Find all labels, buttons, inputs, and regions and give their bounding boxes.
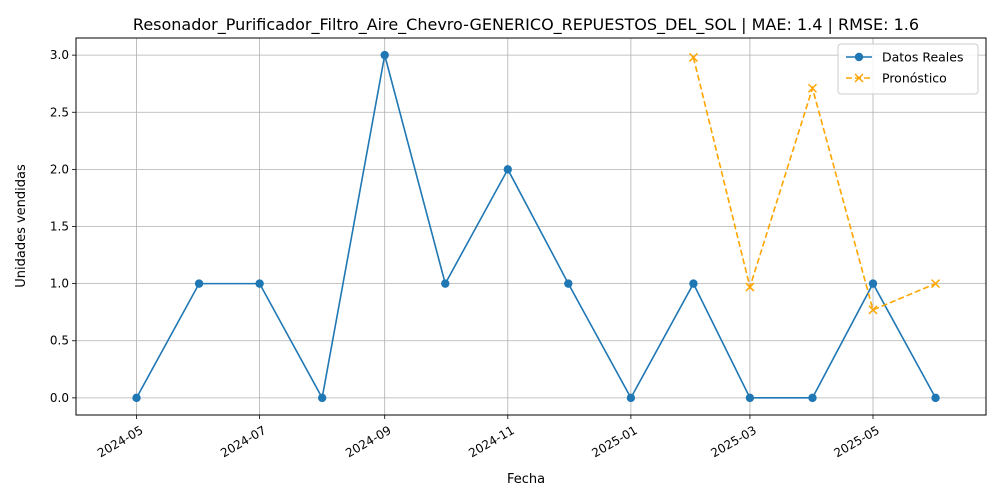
- series-line: [692, 57, 936, 311]
- y-tick-label: 2.0: [50, 162, 69, 176]
- series-layer: [132, 50, 941, 403]
- series-line: [135, 54, 937, 401]
- x-marker-stroke: [807, 83, 818, 93]
- x-marker-stroke: [868, 305, 878, 315]
- x-marker-stroke: [854, 73, 864, 83]
- x-tick-label: 2024-07: [218, 423, 268, 460]
- legend-box: [837, 43, 979, 95]
- x-tick-label: 2024-05: [95, 423, 145, 460]
- series-pron-stico: [688, 52, 941, 315]
- y-tick-label: 0.5: [50, 334, 69, 348]
- data-point: [132, 393, 141, 403]
- data-point: [441, 279, 450, 288]
- data-point: [807, 83, 818, 93]
- x-tick-label: 2024-11: [466, 423, 516, 460]
- y-axis-label: Unidades vendidas: [14, 164, 29, 288]
- data-point: [745, 282, 755, 292]
- y-tick-label: 1.5: [50, 220, 69, 234]
- x-tick-label: 2025-03: [708, 423, 758, 460]
- data-point: [931, 393, 940, 403]
- y-tick-label: 2.5: [50, 105, 69, 119]
- series-datos-reales: [132, 50, 940, 403]
- x-tick-label: 2025-01: [589, 423, 639, 460]
- y-tick-label: 0.0: [50, 391, 69, 405]
- x-axis-label: Fecha: [507, 472, 545, 487]
- data-point: [255, 279, 264, 288]
- data-point: [626, 393, 636, 403]
- x-marker-stroke: [931, 279, 941, 289]
- grid: [76, 38, 986, 415]
- legend-marker: [854, 73, 864, 83]
- data-point: [503, 165, 512, 174]
- chart-title: Resonador_Purificador_Filtro_Aire_Chevro…: [133, 15, 919, 35]
- data-point: [868, 279, 878, 288]
- x-marker-stroke: [688, 52, 698, 62]
- x-tick-label: 2025-05: [831, 423, 881, 460]
- data-point: [931, 279, 941, 289]
- data-point: [868, 305, 878, 315]
- data-point: [745, 393, 755, 403]
- data-point: [194, 279, 204, 288]
- legend-marker: [854, 52, 864, 62]
- data-point: [808, 393, 817, 403]
- legend: Datos Reales Pronóstico: [837, 43, 979, 95]
- x-marker-stroke: [745, 282, 755, 292]
- data-point: [688, 52, 698, 62]
- data-point: [689, 279, 698, 288]
- data-point: [564, 279, 573, 288]
- legend-label: Pronóstico: [882, 71, 947, 86]
- y-axis: 0.0 0.5 1.0 1.5 2.0 2.5 3.0: [50, 48, 76, 405]
- legend-label: Datos Reales: [882, 50, 963, 65]
- data-point: [380, 50, 389, 60]
- data-point: [317, 393, 327, 403]
- y-tick-label: 1.0: [50, 277, 69, 291]
- y-tick-label: 3.0: [50, 48, 69, 62]
- x-tick-label: 2024-09: [343, 423, 393, 460]
- x-axis: 2024-05 2024-07 2024-09 2024-11 2025-01 2025-…: [95, 415, 882, 460]
